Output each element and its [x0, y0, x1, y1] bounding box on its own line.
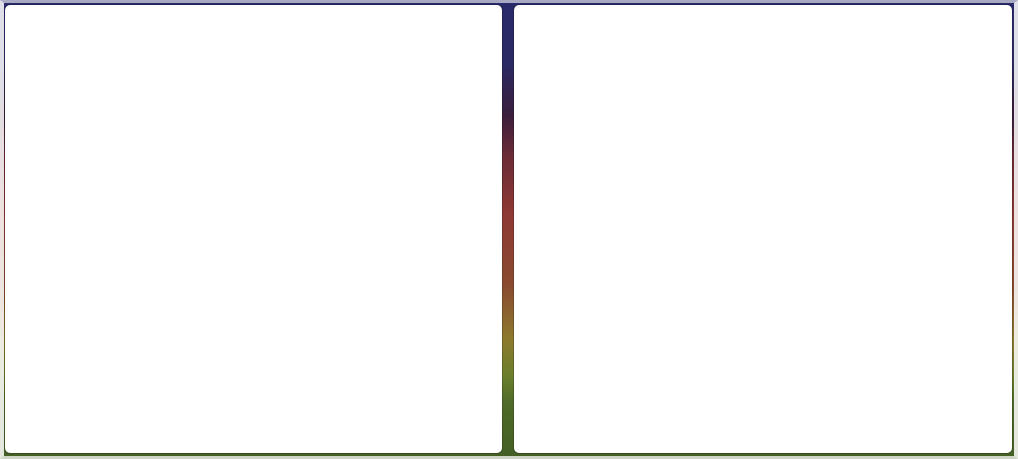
right-content-panel[interactable]: [514, 5, 1012, 453]
left-content-panel[interactable]: [5, 5, 502, 453]
